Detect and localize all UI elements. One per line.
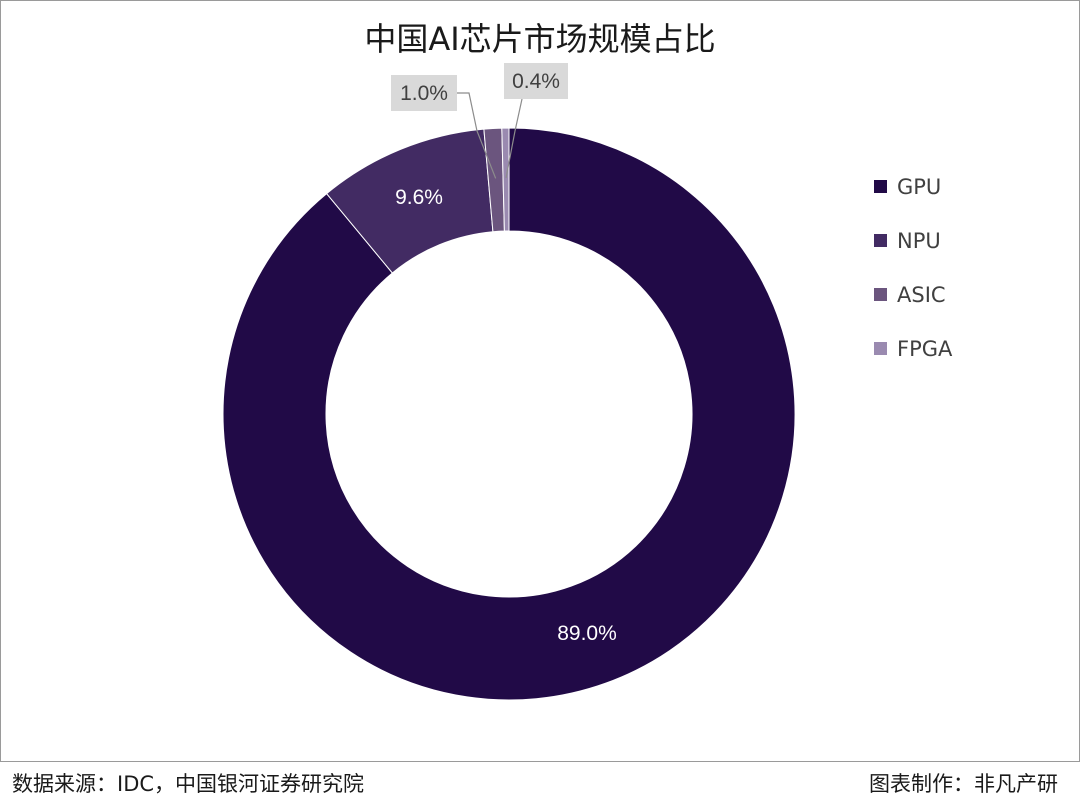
leader-line-fpga [505, 98, 523, 179]
callout-box-fpga [504, 63, 568, 99]
legend-label-gpu: GPU [897, 174, 942, 199]
legend-item-asic: ASIC [874, 281, 952, 308]
data-labels: 89.0% 9.6% 1.0% 0.4% [391, 63, 617, 645]
chart-title: 中国AI芯片市场规模占比 [364, 20, 716, 58]
data-label-npu: 9.6% [395, 186, 443, 209]
donut-slice-gpu [222, 127, 796, 701]
legend-swatch-asic [874, 288, 887, 301]
legend-swatch-npu [874, 234, 887, 247]
data-label-asic: 1.0% [400, 82, 448, 105]
legend-swatch-gpu [874, 180, 887, 193]
legend-label-fpga: FPGA [897, 336, 953, 361]
leader-line-asic [457, 92, 497, 179]
credit-note: 图表制作：非凡产研 [869, 772, 1058, 796]
legend: GPU NPU ASIC FPGA [874, 173, 952, 389]
legend-label-npu: NPU [897, 228, 941, 253]
legend-label-asic: ASIC [897, 282, 946, 307]
donut-slice-fpga [501, 127, 510, 232]
data-label-fpga: 0.4% [512, 70, 560, 93]
legend-swatch-fpga [874, 342, 887, 355]
source-note: 数据来源：IDC，中国银河证券研究院 [12, 772, 365, 796]
donut-slices [222, 127, 796, 701]
legend-item-npu: NPU [874, 227, 952, 254]
legend-item-fpga: FPGA [874, 335, 952, 362]
legend-item-gpu: GPU [874, 173, 952, 200]
callout-box-asic [391, 75, 457, 111]
data-label-gpu: 89.0% [557, 622, 617, 645]
